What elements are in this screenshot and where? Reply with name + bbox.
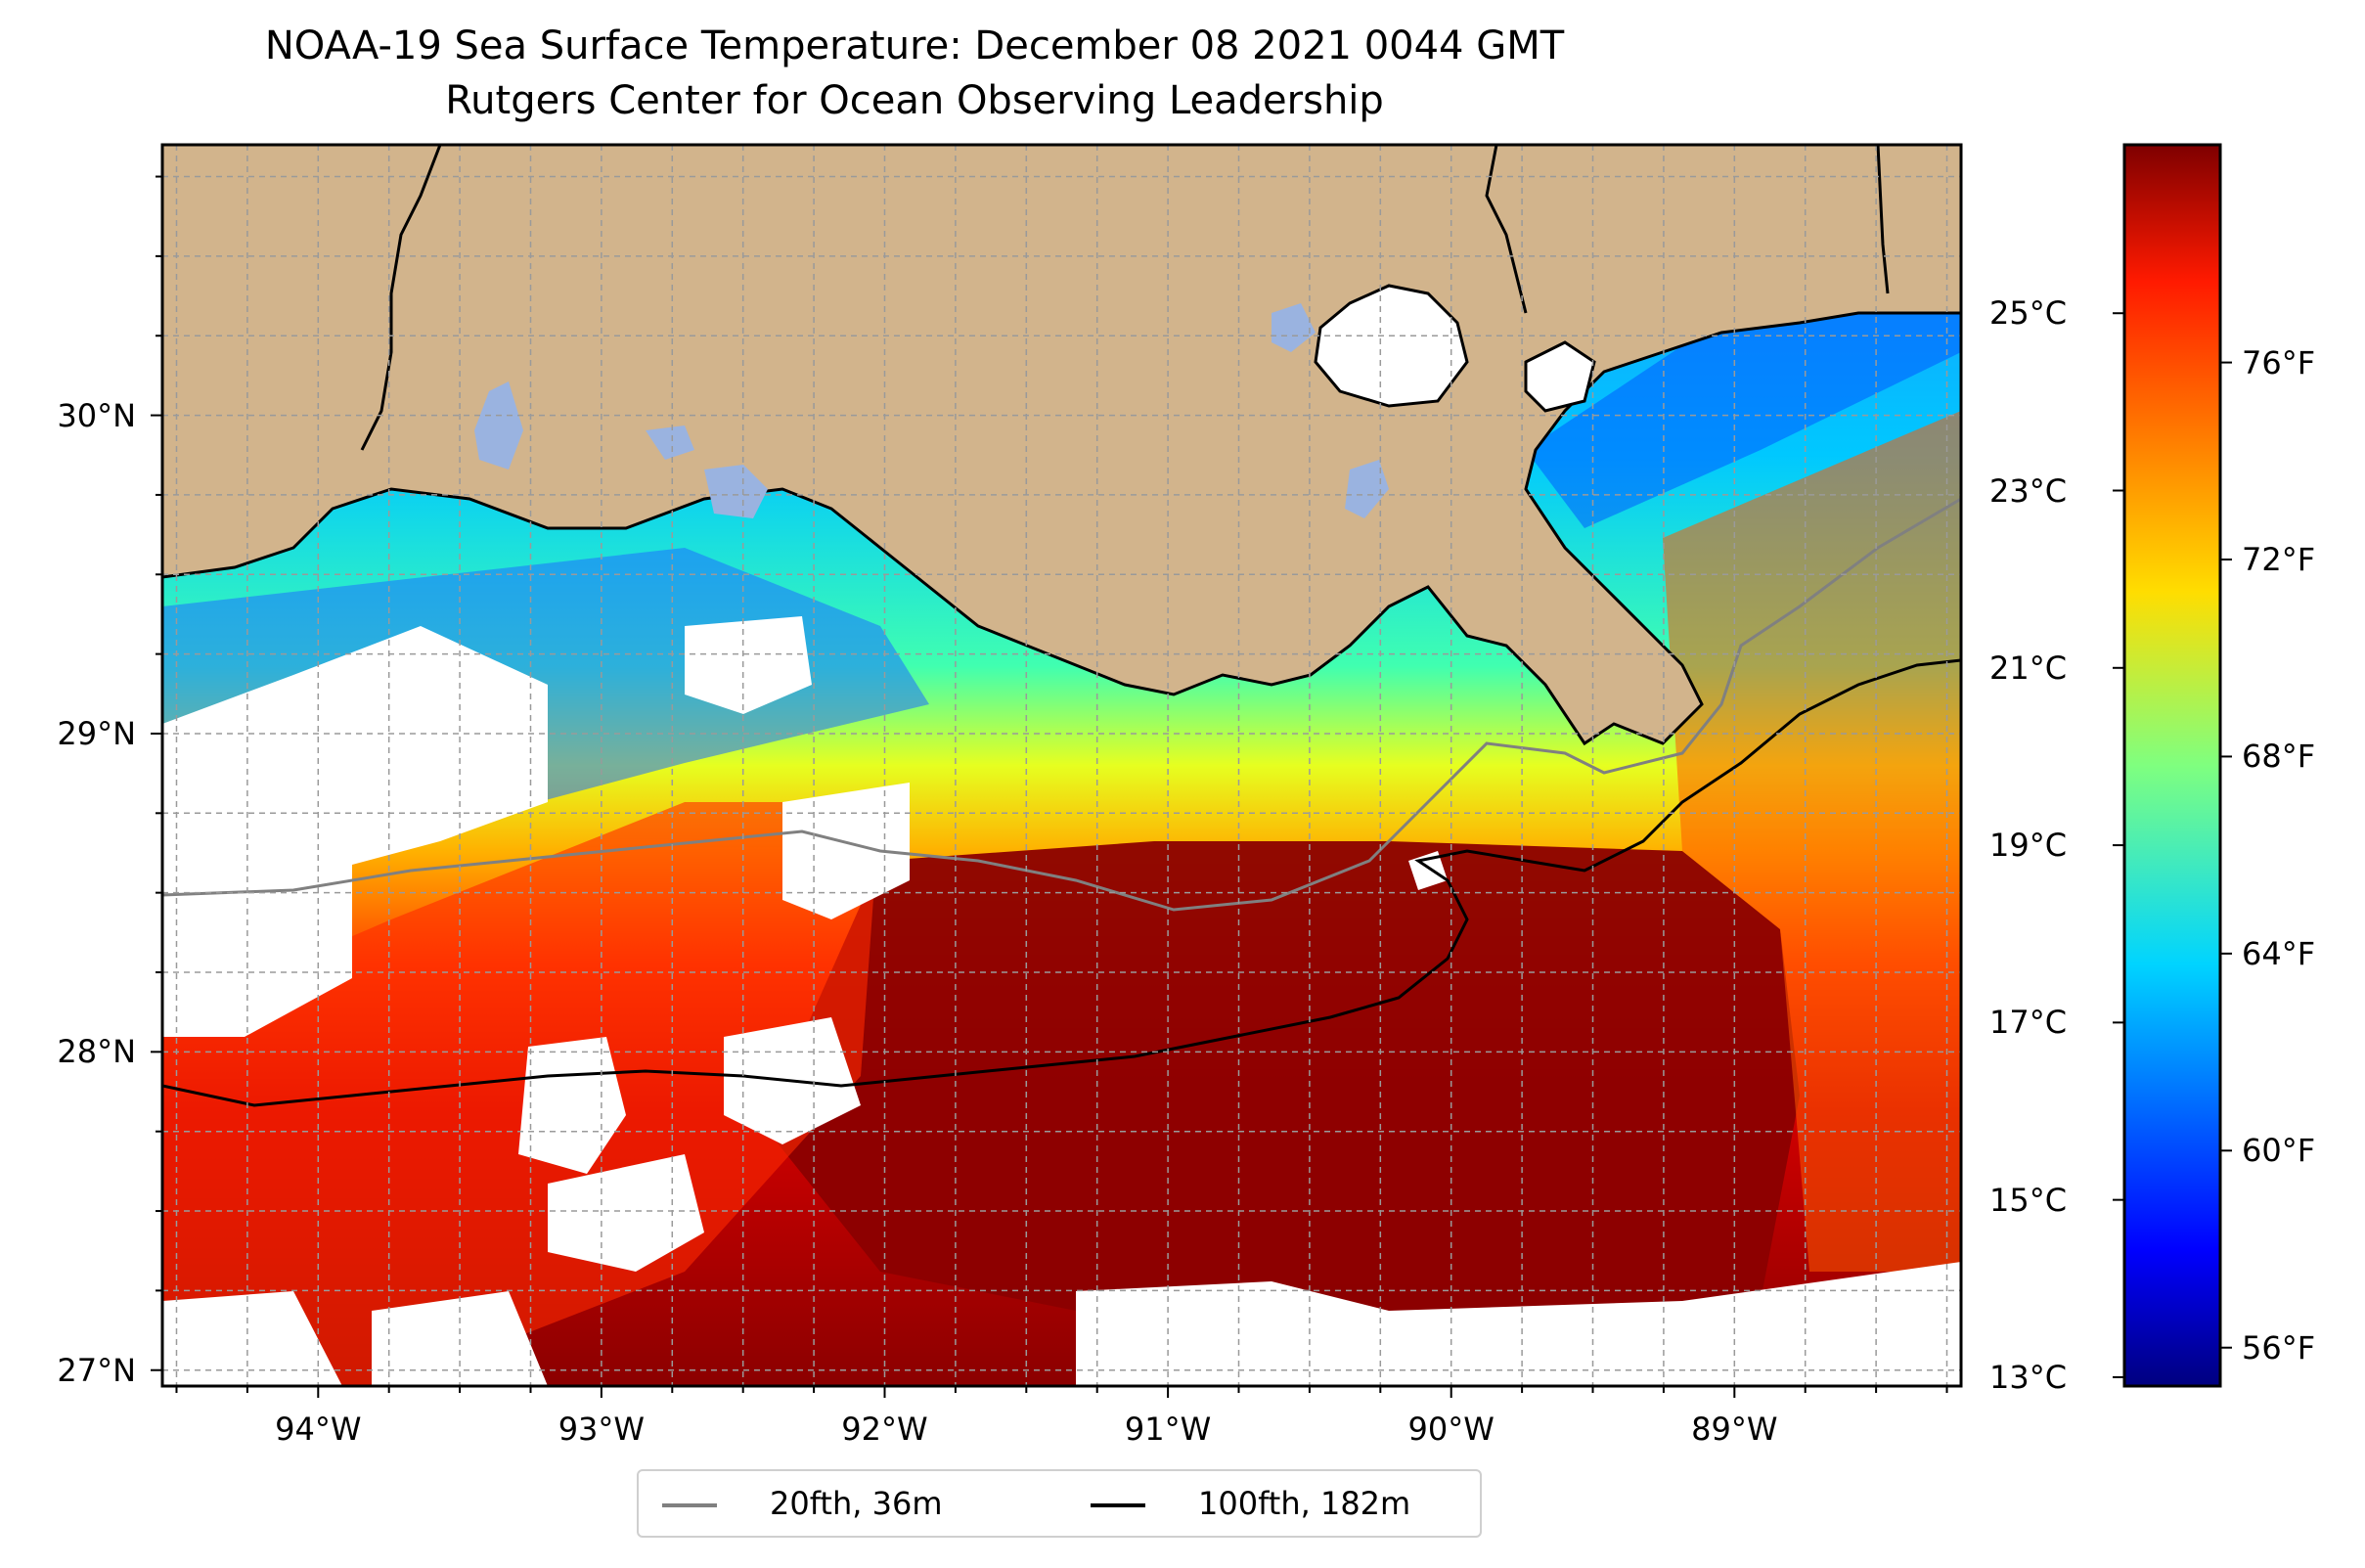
lon-tick-label: 90°W: [1407, 1411, 1495, 1448]
fahrenheit-tick-label: 72°F: [2242, 541, 2316, 578]
celsius-tick-label: 25°C: [1989, 294, 2068, 333]
lake-3: [704, 465, 768, 518]
cloud-sc: [372, 1291, 548, 1386]
fahrenheit-tick-label: 68°F: [2242, 738, 2316, 776]
celsius-tick-label: 21°C: [1989, 649, 2068, 687]
legend-label-100fth: 100fth, 182m: [1198, 1485, 1411, 1522]
lon-tick-label: 92°W: [841, 1411, 928, 1448]
map-title: NOAA-19 Sea Surface Temperature: Decembe…: [264, 23, 1565, 68]
cloud-sw2: [548, 1154, 704, 1272]
isobath-100fth: [162, 658, 1961, 1107]
warm-east: [1663, 411, 1961, 1272]
celsius-tick-label: 23°C: [1989, 471, 2068, 510]
celsius-tick-label: 17°C: [1989, 1004, 2068, 1042]
cloud-se: [1076, 1262, 1961, 1386]
cloud-mid: [685, 616, 812, 714]
fahrenheit-tick-label: 60°F: [2242, 1132, 2316, 1170]
cold-east: [1526, 274, 1961, 528]
celsius-tick-label: 15°C: [1989, 1181, 2068, 1219]
river: [360, 145, 442, 451]
fahrenheit-tick-label: 56°F: [2242, 1328, 2316, 1366]
legend-line-100fth: [1091, 1503, 1145, 1507]
lake-2: [474, 381, 523, 470]
border-ms: [1876, 145, 1890, 294]
lake-4: [1345, 460, 1389, 518]
lake-borgne: [1524, 340, 1596, 413]
lon-tick-label: 91°W: [1124, 1411, 1212, 1448]
lon-tick-label: 93°W: [558, 1411, 646, 1448]
lat-tick-label: 30°N: [57, 396, 136, 434]
cloud-south: [162, 1291, 342, 1386]
legend-line-20fth: [662, 1503, 717, 1507]
legend-label-20fth: 20fth, 36m: [770, 1485, 943, 1522]
map-frame: [160, 143, 1963, 1388]
cloud-west-edge: [162, 861, 352, 1037]
celsius-tick-label: 13°C: [1989, 1358, 2068, 1396]
lake-5: [646, 426, 694, 460]
fahrenheit-tick-label: 76°F: [2242, 343, 2316, 381]
lat-tick-label: 28°N: [57, 1033, 136, 1071]
colorbar: [2122, 143, 2222, 1388]
lon-tick-label: 94°W: [275, 1411, 362, 1448]
map-subtitle: Rutgers Center for Ocean Observing Leade…: [445, 78, 1384, 123]
lat-tick-label: 27°N: [57, 1351, 136, 1389]
cloud-sw1: [518, 1037, 626, 1174]
lon-tick-label: 89°W: [1691, 1411, 1778, 1448]
fahrenheit-tick-label: 64°F: [2242, 934, 2316, 972]
isobath-legend: 20fth, 36m 100fth, 182m: [637, 1469, 1482, 1538]
isobath-20fth: [162, 497, 1961, 912]
lake-pontchartrain: [1314, 284, 1469, 408]
lat-tick-label: 29°N: [57, 714, 136, 752]
celsius-tick-label: 19°C: [1989, 827, 2068, 865]
warm-core: [763, 841, 1800, 1350]
lake-1: [1272, 303, 1316, 352]
state-border: [1485, 145, 1528, 314]
